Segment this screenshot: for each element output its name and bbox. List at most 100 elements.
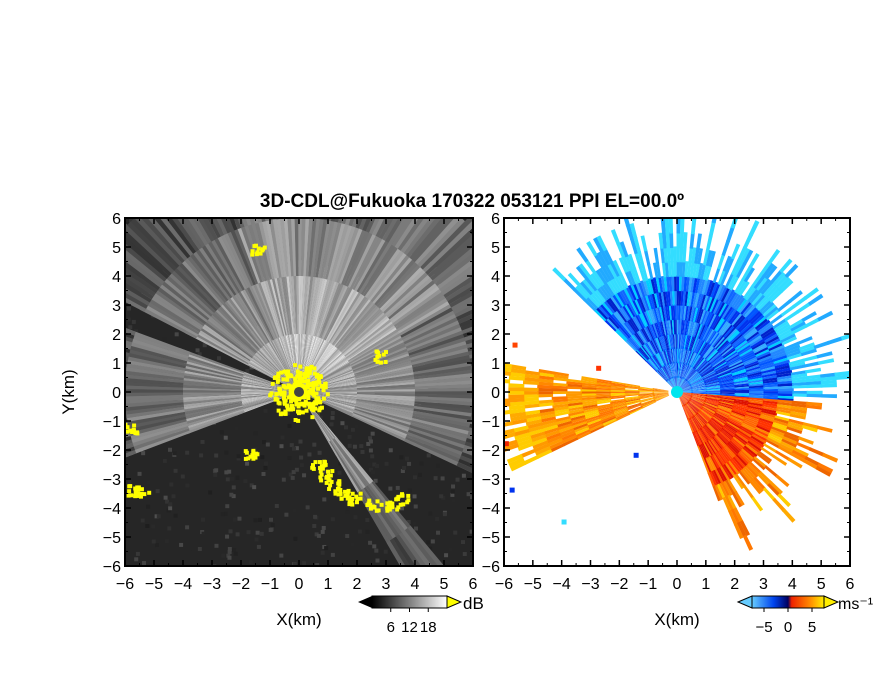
left-intensity-ray	[406, 434, 473, 465]
right-approaching-cell	[650, 338, 659, 354]
left-speckle	[372, 544, 377, 549]
right-west-cell	[641, 401, 656, 409]
right-approaching-cell	[747, 375, 764, 381]
right-receding-cell	[725, 422, 740, 433]
left-speckle	[412, 475, 417, 480]
right-approaching-cell	[791, 379, 808, 384]
right-approaching-cell	[619, 305, 631, 321]
right-approaching-cell	[765, 335, 781, 346]
right-west-cell	[580, 391, 597, 394]
intensity-colorbar: 6 12 18 dB	[358, 594, 484, 636]
right-approaching-cell	[652, 322, 659, 338]
right-approaching-cell	[712, 267, 721, 284]
right-approaching-cell	[729, 331, 743, 344]
right-approaching-cell	[650, 322, 658, 339]
right-approaching-cell	[661, 365, 670, 380]
right-approaching-cell	[684, 304, 689, 321]
left-intensity-ray	[139, 306, 198, 339]
right-receding-cell	[688, 400, 702, 411]
left-intensity-ray	[125, 327, 136, 336]
right-approaching-cell	[808, 293, 824, 306]
left-speckle	[241, 430, 246, 435]
left-saturation-cell	[319, 405, 324, 410]
right-approaching-cell	[760, 280, 774, 295]
right-approaching-cell	[724, 350, 739, 361]
right-receding-cell	[712, 453, 723, 469]
right-west-cell	[652, 392, 669, 394]
right-receding-cell	[704, 401, 720, 408]
left-intensity-ray	[391, 283, 443, 324]
right-approaching-cell	[689, 376, 704, 386]
right-west-cell	[568, 410, 585, 417]
left-saturation-cell	[328, 483, 333, 488]
right-west-cell	[610, 402, 627, 407]
right-receding-cell	[712, 485, 721, 502]
left-intensity-ray	[125, 446, 135, 454]
right-approaching-cell	[692, 291, 698, 308]
left-speckle	[426, 453, 431, 458]
right-approaching-cell	[741, 323, 755, 336]
right-approaching-cell	[692, 354, 702, 369]
right-approaching-cell	[777, 393, 794, 397]
left-saturation-cell	[323, 385, 328, 390]
right-approaching-cell	[689, 335, 696, 351]
right-approaching-cell	[711, 314, 721, 330]
left-intensity-ray	[427, 233, 473, 278]
right-west-cell	[552, 406, 569, 412]
right-receding-cell	[716, 433, 729, 447]
right-approaching-cell	[687, 371, 700, 383]
right-west-cell	[599, 413, 615, 421]
right-approaching-cell	[656, 369, 668, 382]
left-saturation-cell	[375, 359, 380, 364]
left-speckle	[359, 444, 364, 449]
right-receding-cell	[741, 422, 757, 432]
right-y-tick-label: 6	[491, 211, 500, 228]
left-saturation-patches	[125, 243, 411, 513]
left-intensity-ray	[206, 296, 260, 351]
right-receding-cell	[683, 404, 693, 419]
left-saturation-cell	[378, 360, 383, 365]
left-saturation-cell	[314, 380, 319, 385]
right-receding-cell	[720, 395, 736, 398]
right-west-cell	[627, 405, 643, 413]
right-approaching-cell	[682, 318, 686, 335]
right-west-cell	[506, 453, 524, 464]
right-west-cell	[542, 424, 559, 432]
right-approaching-cell	[746, 369, 763, 376]
left-saturation-cell	[333, 489, 338, 494]
right-receding-cell	[741, 448, 755, 461]
right-approaching-cell	[578, 263, 592, 279]
left-saturation-cell	[318, 374, 323, 379]
right-approaching-cell	[660, 305, 666, 322]
right-receding-cell	[733, 435, 748, 447]
right-receding-cell	[729, 440, 743, 453]
right-approaching-cell	[742, 354, 758, 363]
right-receding-cell	[790, 408, 807, 414]
left-speckle	[324, 546, 329, 551]
right-receding-cell	[709, 419, 723, 431]
right-receding-cell	[717, 405, 734, 413]
right-approaching-cell	[607, 296, 619, 311]
right-receding-cell	[690, 417, 699, 432]
left-saturation-cell	[296, 409, 301, 414]
left-speckle	[292, 508, 297, 513]
right-receding-cell	[805, 404, 822, 410]
right-approaching-cell	[734, 339, 749, 351]
right-approaching-cell	[716, 300, 726, 316]
left-intensity-ray	[382, 218, 399, 242]
left-intensity-ray	[175, 363, 243, 381]
right-approaching-cell	[633, 331, 644, 346]
right-approaching-cell	[737, 344, 752, 355]
left-saturation-cell	[307, 404, 312, 409]
right-approaching-cell	[670, 362, 675, 378]
right-approaching-cell	[759, 361, 776, 369]
right-x-tick-label: −3	[581, 576, 599, 593]
right-receding-cell	[692, 415, 702, 430]
right-approaching-cell	[720, 388, 737, 391]
right-receding-cell	[712, 436, 724, 451]
left-x-tick-label: −3	[203, 576, 221, 593]
left-intensity-ray	[192, 218, 212, 244]
left-speckle	[252, 485, 257, 490]
right-approaching-cell	[601, 283, 613, 298]
left-saturation-cell	[282, 390, 287, 395]
